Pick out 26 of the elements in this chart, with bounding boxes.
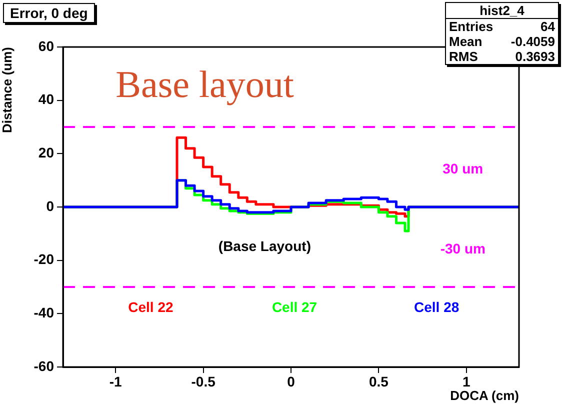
annotation: (Base Layout): [218, 238, 311, 254]
x-axis-title: DOCA (cm): [450, 388, 519, 403]
y-axis-title: Distance (um): [0, 47, 14, 133]
text: Mean -0.4059: [449, 34, 555, 49]
text: Entries 64: [449, 19, 555, 34]
x-tick-label: -0.5: [191, 373, 216, 390]
text: RMS 0.3693: [449, 49, 555, 64]
text: Cell 27: [272, 299, 318, 316]
chart-title: Error, 0 deg: [3, 3, 95, 23]
y-tick-label: 60: [38, 38, 54, 54]
y-tick-label: -40: [34, 304, 54, 321]
x-tick-label: 0: [287, 373, 296, 390]
annotation: 30 um: [442, 160, 484, 177]
annotation: -30 um: [440, 240, 486, 257]
y-tick-label: 40: [38, 91, 54, 108]
text: hist2_4: [446, 3, 558, 19]
y-tick-label: 0: [46, 198, 54, 214]
y-tick-label: 20: [38, 144, 54, 161]
y-tick-label: -20: [34, 251, 54, 268]
text: Cell 28: [414, 299, 460, 316]
y-tick-label: -60: [34, 358, 54, 374]
text: Cell 22: [128, 299, 174, 316]
x-tick-label: 1: [462, 373, 470, 390]
x-tick-label: 0.5: [368, 373, 389, 390]
annotation: Base layout: [116, 64, 294, 106]
x-tick-label: -1: [109, 373, 122, 390]
